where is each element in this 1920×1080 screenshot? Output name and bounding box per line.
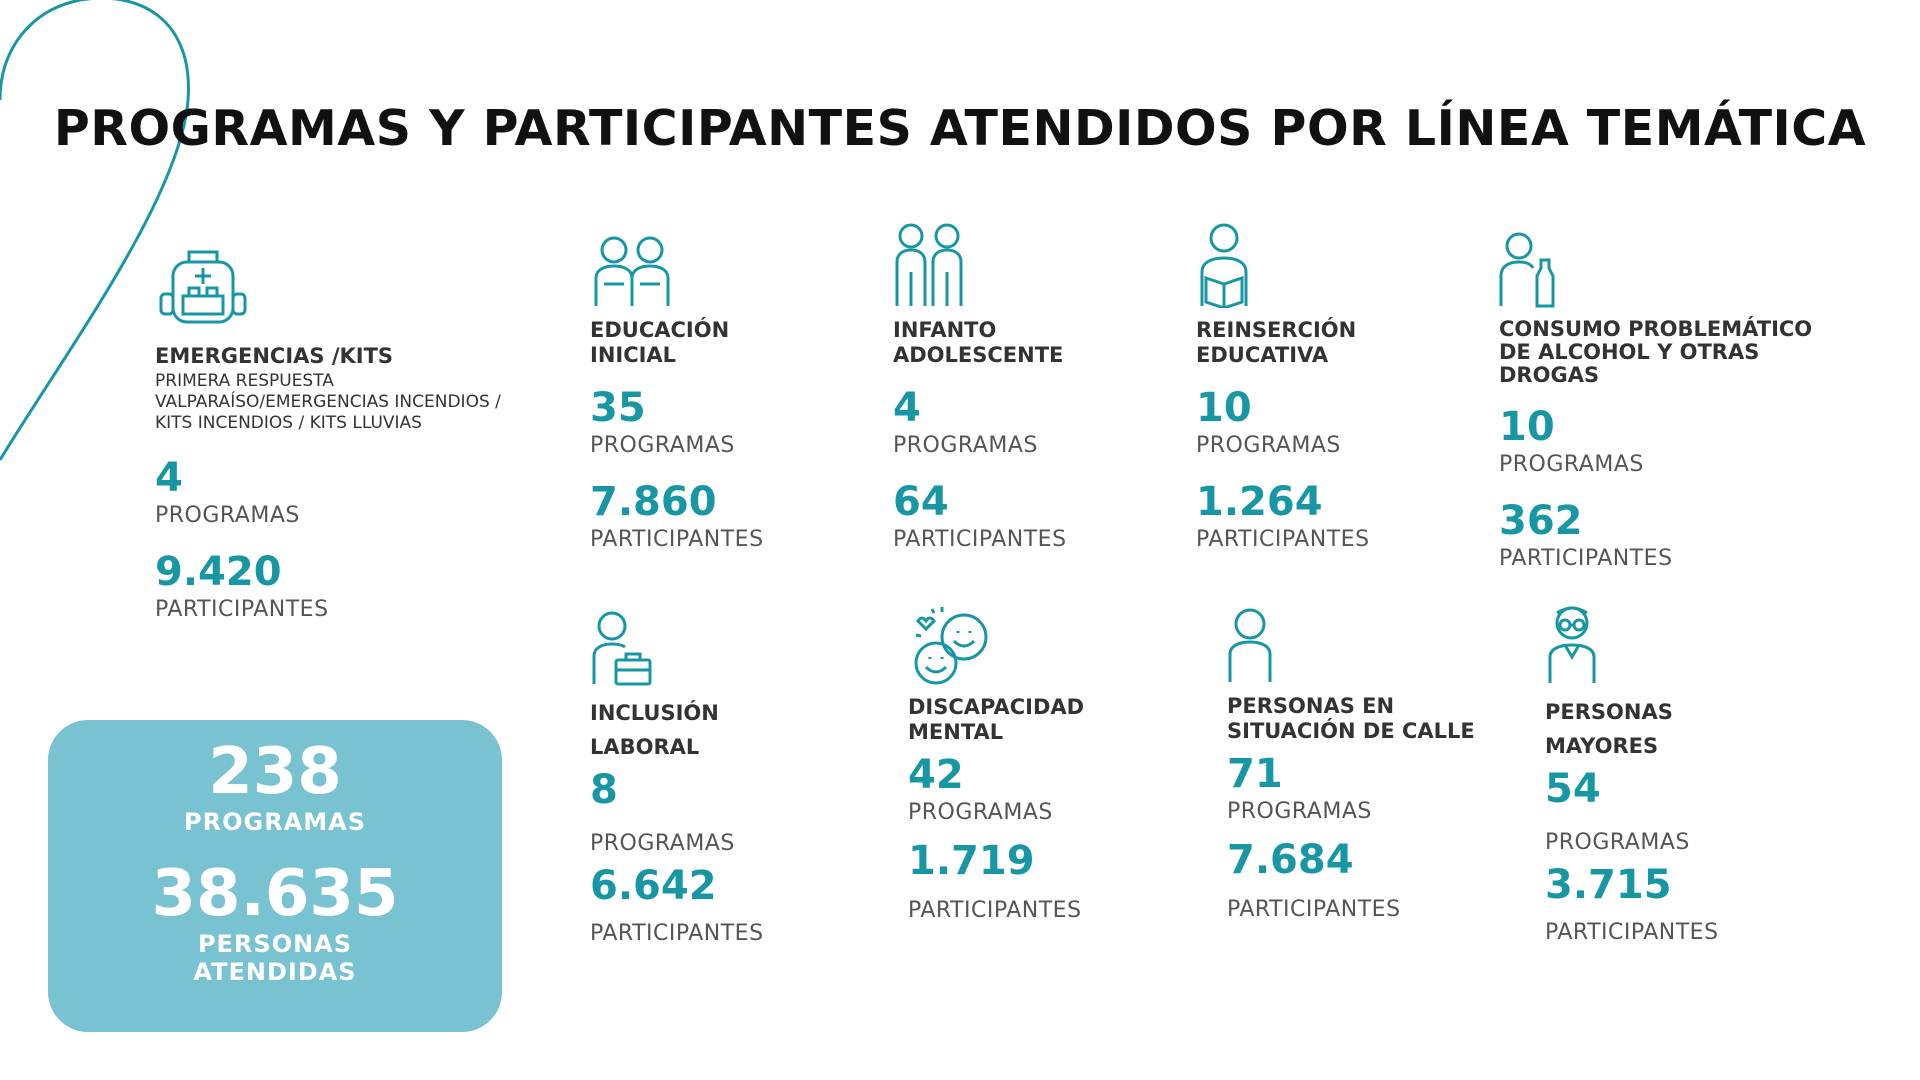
- participants-label: PARTICIPANTES: [893, 527, 1067, 552]
- teens-icon: [895, 223, 963, 306]
- programs-label: PROGRAMAS: [1545, 830, 1690, 855]
- programs-label: PROGRAMAS: [908, 800, 1053, 825]
- category-subtitle: PRIMERA RESPUESTA VALPARAÍSO/EMERGENCIAS…: [155, 371, 501, 433]
- participants-count: 64: [893, 479, 949, 525]
- summary-box: 238 PROGRAMAS 38.635 PERSONAS ATENDIDAS: [48, 720, 502, 1032]
- participants-label: PARTICIPANTES: [155, 597, 329, 622]
- reader-icon: [1200, 223, 1248, 308]
- programs-count: 42: [908, 752, 964, 798]
- programs-count: 54: [1545, 766, 1601, 812]
- category-title: PERSONAS EN SITUACIÓN DE CALLE: [1227, 694, 1475, 743]
- participants-count: 1.719: [908, 838, 1035, 884]
- programs-label: PROGRAMAS: [1499, 452, 1644, 477]
- category-educacion-inicial: EDUCACIÓN INICIAL 35 PROGRAMAS 7.860 PAR…: [590, 232, 890, 572]
- category-title: PERSONAS MAYORES: [1545, 700, 1673, 758]
- participants-label: PARTICIPANTES: [590, 921, 764, 946]
- programs-count: 10: [1499, 404, 1555, 450]
- participants-label: PARTICIPANTES: [908, 898, 1082, 923]
- category-inclusion-laboral: INCLUSIÓN LABORAL 8 PROGRAMAS 6.642 PART…: [590, 610, 890, 966]
- category-title: CONSUMO PROBLEMÁTICO DE ALCOHOL Y OTRAS …: [1499, 317, 1813, 387]
- decorative-outline-shape: [0, 0, 190, 461]
- participants-count: 362: [1499, 498, 1583, 544]
- category-reinsercion-educativa: REINSERCIÓN EDUCATIVA 10 PROGRAMAS 1.264…: [1196, 222, 1496, 572]
- category-situacion-de-calle: PERSONAS EN SITUACIÓN DE CALLE 71 PROGRA…: [1227, 608, 1547, 942]
- participants-count: 9.420: [155, 549, 282, 595]
- category-title: EDUCACIÓN INICIAL: [590, 318, 730, 367]
- programs-count: 8: [590, 767, 618, 813]
- participants-count: 3.715: [1545, 862, 1672, 908]
- programs-count: 4: [155, 455, 183, 501]
- person-bottle-icon: [1499, 232, 1555, 308]
- participants-label: PARTICIPANTES: [1227, 897, 1401, 922]
- category-consumo-problematico: CONSUMO PROBLEMÁTICO DE ALCOHOL Y OTRAS …: [1499, 232, 1829, 591]
- participants-label: PARTICIPANTES: [1545, 920, 1719, 945]
- programs-label: PROGRAMAS: [1227, 799, 1372, 824]
- category-title: INCLUSIÓN LABORAL: [590, 701, 719, 759]
- participants-count: 7.860: [590, 479, 717, 525]
- category-emergencias: EMERGENCIAS /KITS PRIMERA RESPUESTA VALP…: [155, 238, 505, 642]
- programs-count: 4: [893, 385, 921, 431]
- participants-label: PARTICIPANTES: [1499, 546, 1673, 571]
- page-title: PROGRAMAS Y PARTICIPANTES ATENDIDOS POR …: [53, 100, 1867, 157]
- category-title: EMERGENCIAS /KITS: [155, 344, 394, 368]
- participants-label: PARTICIPANTES: [1196, 527, 1370, 552]
- programs-label: PROGRAMAS: [1196, 433, 1341, 458]
- category-title: DISCAPACIDAD MENTAL: [908, 695, 1085, 744]
- total-programs: 238: [208, 735, 342, 809]
- children-icon: [594, 236, 670, 306]
- category-personas-mayores: PERSONAS MAYORES 54 PROGRAMAS 3.715 PART…: [1545, 605, 1845, 965]
- total-people: 38.635: [151, 857, 399, 931]
- category-infanto-adolescente: INFANTO ADOLESCENTE 4 PROGRAMAS 64 PARTI…: [893, 222, 1193, 572]
- smiley-faces-icon: [914, 607, 988, 685]
- programs-count: 10: [1196, 385, 1252, 431]
- category-discapacidad-mental: DISCAPACIDAD MENTAL 42 PROGRAMAS 1.719 P…: [908, 605, 1208, 943]
- programs-count: 35: [590, 385, 646, 431]
- category-title: INFANTO ADOLESCENTE: [893, 318, 1064, 367]
- participants-count: 7.684: [1227, 837, 1354, 883]
- person-icon: [1228, 608, 1272, 682]
- programs-label: PROGRAMAS: [155, 503, 300, 528]
- programs-label: PROGRAMAS: [893, 433, 1038, 458]
- backpack-icon: [159, 250, 247, 324]
- participants-count: 6.642: [590, 863, 717, 909]
- category-title: REINSERCIÓN EDUCATIVA: [1196, 318, 1357, 367]
- elder-icon: [1548, 606, 1596, 683]
- participants-count: 1.264: [1196, 479, 1323, 525]
- programs-label: PROGRAMAS: [590, 831, 735, 856]
- total-people-label: PERSONAS ATENDIDAS: [193, 930, 357, 986]
- total-programs-label: PROGRAMAS: [184, 808, 366, 836]
- programs-label: PROGRAMAS: [590, 433, 735, 458]
- programs-count: 71: [1227, 751, 1283, 797]
- participants-label: PARTICIPANTES: [590, 527, 764, 552]
- worker-briefcase-icon: [592, 611, 652, 686]
